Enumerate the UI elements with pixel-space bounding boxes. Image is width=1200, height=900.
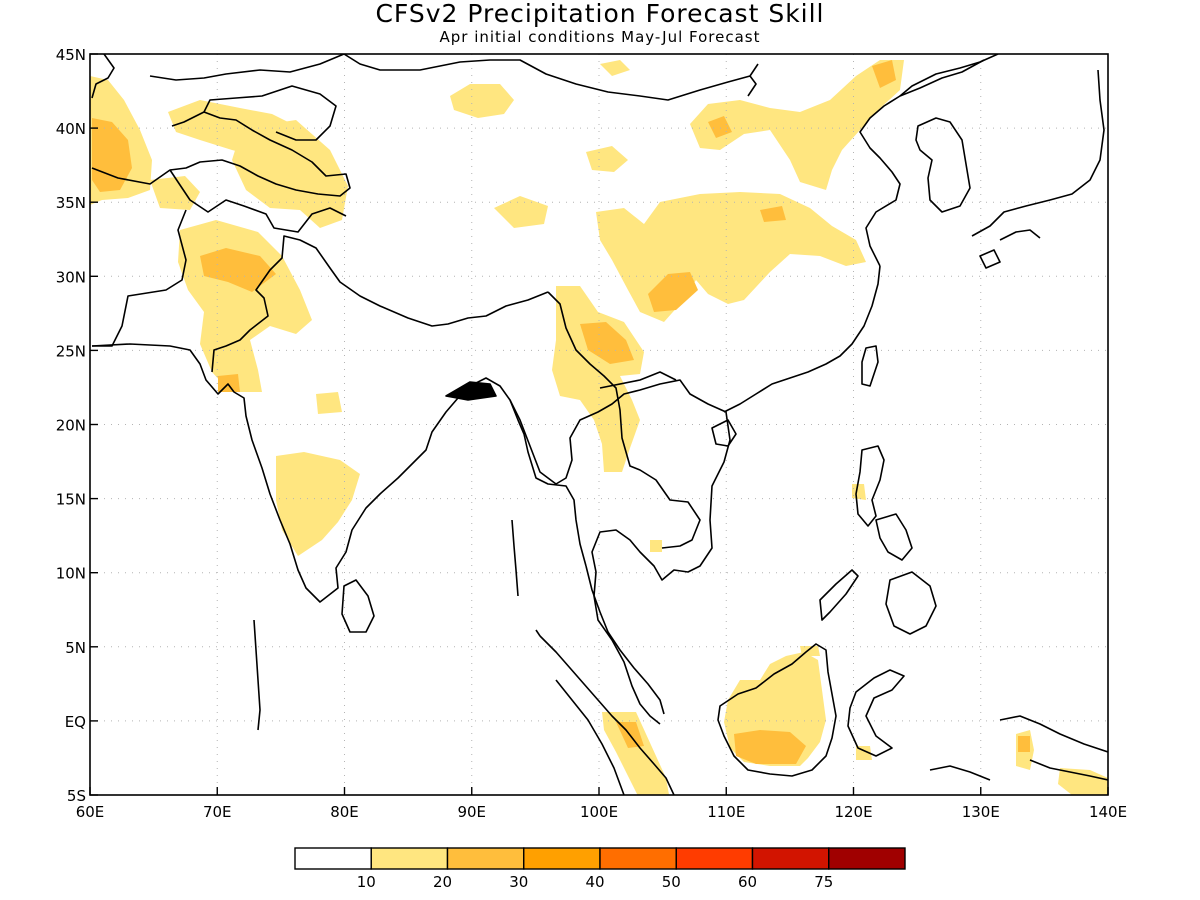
shade-borneo-core — [734, 730, 806, 764]
shade-new-guinea-south — [1058, 768, 1108, 795]
map-title: CFSv2 Precipitation Forecast Skill — [375, 0, 825, 28]
y-tick-label: 25N — [56, 342, 86, 360]
colorbar-label: 10 — [357, 873, 376, 891]
x-tick-label: 140E — [1089, 803, 1127, 821]
island-new-guinea — [999, 715, 1108, 781]
border-mongolia — [343, 54, 999, 101]
island-timor — [929, 765, 991, 781]
shade-north-china-core-b — [708, 116, 732, 138]
colorbar-label: 75 — [814, 873, 833, 891]
y-tick-label: 40N — [56, 120, 86, 138]
shade-north-china — [690, 60, 904, 190]
shade-philippines — [852, 484, 866, 500]
colorbar-swatch — [370, 847, 449, 870]
shade-myanmar-core — [580, 322, 634, 364]
shade-north-pakistan — [232, 120, 348, 228]
x-tick-label: 110E — [707, 803, 745, 821]
coastlines — [91, 54, 1108, 795]
coast-bangladesh — [445, 377, 731, 725]
colorbar-swatch — [751, 847, 830, 870]
colorbar-swatch — [523, 847, 601, 870]
y-tick-label: 15N — [56, 491, 86, 509]
y-tick-label: 45N — [56, 46, 86, 64]
colorbar-swatch — [446, 847, 525, 870]
shade-tibet-b — [586, 146, 628, 172]
coast-south-china — [723, 265, 881, 413]
shade-cambodia — [650, 540, 662, 552]
colorbar-swatch — [294, 847, 372, 870]
island-andaman — [511, 519, 519, 597]
island-maldives — [253, 619, 261, 731]
colorbar-swatch — [828, 847, 906, 870]
border-afghanistan — [92, 169, 347, 347]
coast-malay — [585, 565, 665, 715]
skill-shading — [90, 60, 1108, 795]
y-tick-label: 5S — [67, 787, 86, 805]
colorbar-label: 40 — [585, 873, 604, 891]
shade-central-china — [596, 192, 866, 322]
colorbar-label: 50 — [662, 873, 681, 891]
x-tick-label: 100E — [580, 803, 618, 821]
x-tick-label: 130E — [962, 803, 1000, 821]
colorbar-label: 20 — [433, 873, 452, 891]
shade-kazakhstan-b — [600, 60, 630, 76]
y-tick-label: EQ — [65, 713, 86, 731]
shade-myanmar — [552, 286, 644, 472]
colorbar-label: 30 — [509, 873, 528, 891]
x-tick-label: 70E — [203, 803, 232, 821]
border-indochina — [547, 291, 701, 549]
bengal-delta — [445, 381, 497, 401]
island-sri-lanka — [341, 579, 375, 633]
y-tick-label: 5N — [65, 639, 86, 657]
island-hainan — [711, 419, 737, 447]
shade-turkmenistan-core — [92, 118, 132, 192]
colorbar: 10 20 30 40 50 60 75 — [294, 847, 906, 891]
colorbar-swatch — [599, 847, 677, 870]
island-luzon — [855, 445, 885, 527]
shade-pakistan — [178, 220, 312, 392]
y-tick-label: 35N — [56, 194, 86, 212]
x-tick-label: 80E — [330, 803, 359, 821]
colorbar-label: 60 — [738, 873, 757, 891]
coast-korea — [915, 117, 971, 213]
coast-myanmar — [509, 399, 587, 567]
shade-new-guinea-core — [1018, 736, 1030, 752]
x-tick-label: 90E — [457, 803, 486, 821]
coast-pakistan — [91, 343, 459, 603]
border-central-asia — [91, 54, 351, 197]
x-tick-label: 120E — [834, 803, 872, 821]
island-visayas — [875, 513, 913, 561]
shade-kazakhstan — [450, 84, 514, 118]
coast-japan — [971, 69, 1105, 269]
island-palawan — [819, 569, 859, 621]
shade-central-india-b — [316, 392, 342, 414]
map-subtitle: Apr initial conditions May-Jul Forecast — [439, 28, 761, 46]
shade-north-china-core — [872, 60, 896, 88]
longitude-axis: 60E 70E 80E 90E 100E 110E 120E 130E 140E — [76, 787, 1127, 821]
caspian-sea — [91, 54, 115, 99]
island-mindanao — [885, 571, 937, 635]
island-sulawesi — [847, 669, 905, 757]
x-tick-label: 60E — [76, 803, 105, 821]
shade-central-china-core-b — [760, 206, 786, 222]
border-india-north — [211, 235, 549, 373]
y-tick-label: 30N — [56, 268, 86, 286]
coast-east-china — [859, 59, 985, 267]
shade-tibet — [494, 196, 548, 228]
y-tick-label: 10N — [56, 565, 86, 583]
island-sumatra — [535, 629, 675, 795]
colorbar-swatch — [675, 847, 754, 870]
shade-central-india — [276, 452, 360, 556]
island-borneo — [717, 643, 837, 777]
island-taiwan — [861, 345, 879, 387]
shade-central-china-core — [648, 272, 698, 312]
y-tick-label: 20N — [56, 417, 86, 435]
shade-north-pakistan-b — [150, 176, 200, 210]
shade-pakistan-core — [200, 248, 276, 292]
shade-sumatra — [602, 712, 670, 795]
latitude-axis: 45N 40N 35N 30N 25N 20N 15N 10N 5N EQ 5S — [56, 46, 98, 805]
shade-gujarat-core — [218, 374, 240, 392]
